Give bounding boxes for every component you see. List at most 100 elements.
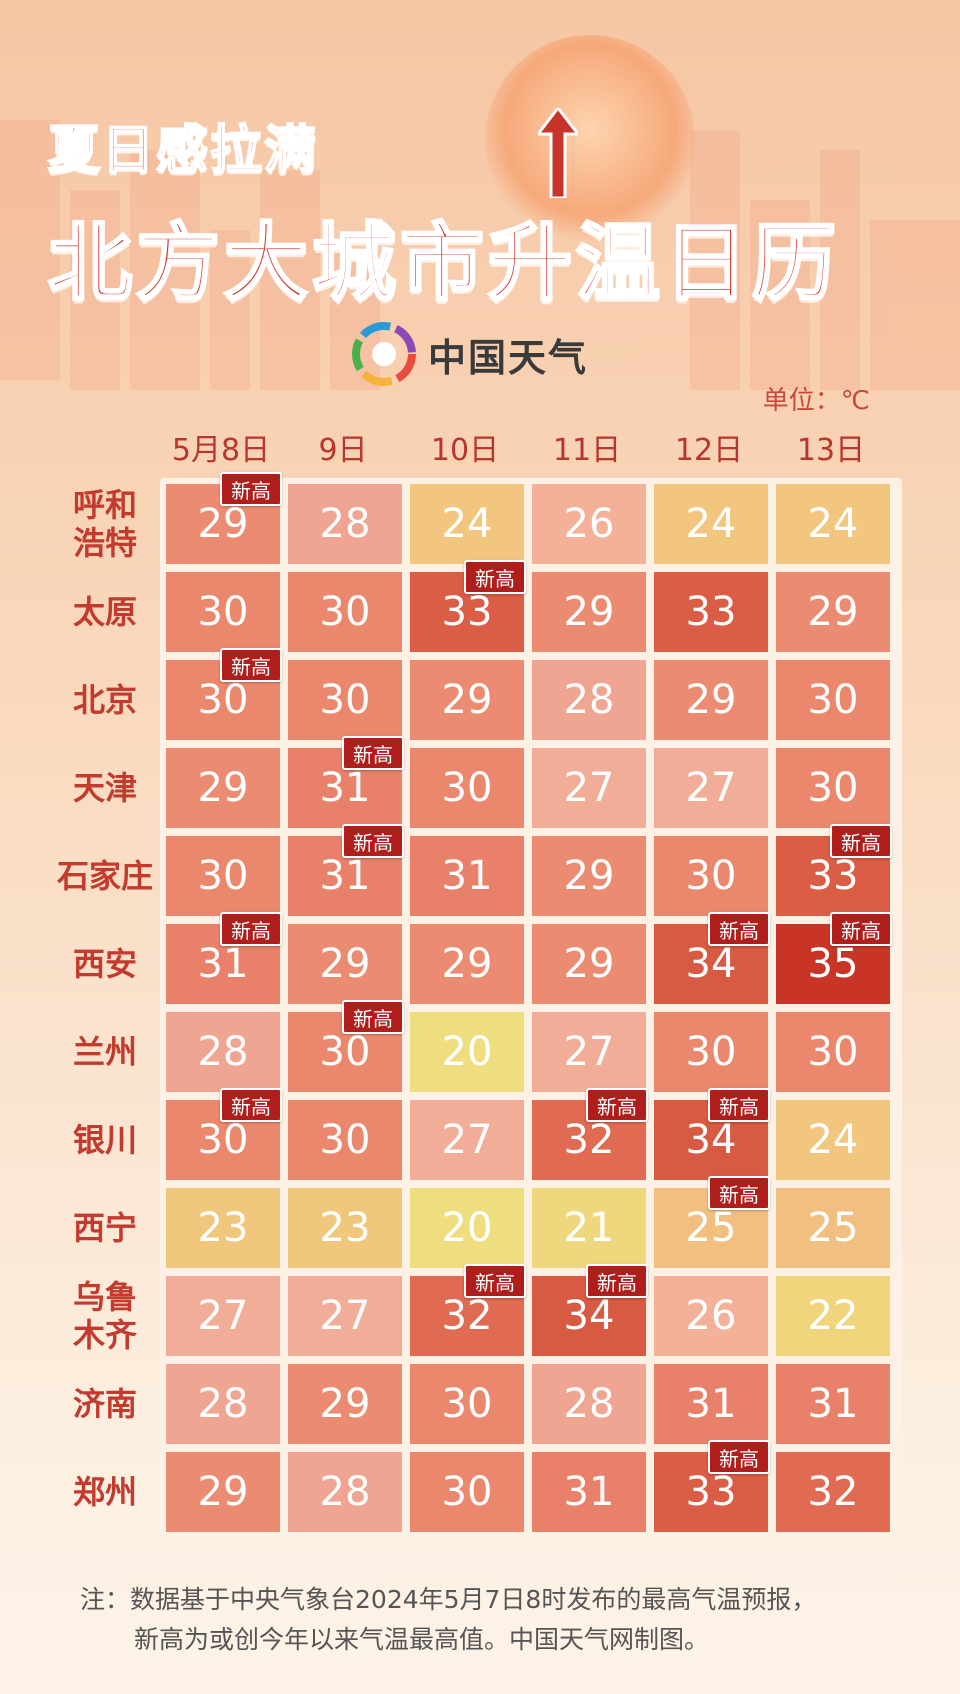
temperature-cell: 29 [532, 836, 646, 916]
new-high-badge: 新高 [220, 1088, 282, 1122]
temperature-value: 27 [319, 1293, 371, 1339]
temperature-cell: 30 [288, 572, 402, 652]
footnote-line: 新高为或创今年以来气温最高值。中国天气网制图。 [134, 1625, 710, 1654]
temperature-value: 30 [441, 1381, 493, 1427]
temperature-cell: 30 [288, 660, 402, 740]
temperature-cell: 30 [288, 1100, 402, 1180]
city-label-line: 木齐 [72, 1316, 137, 1354]
temperature-value: 30 [197, 589, 249, 635]
temperature-value: 33 [685, 589, 737, 635]
temperature-value: 30 [197, 677, 249, 723]
city-label-line: 浩特 [72, 524, 137, 562]
temperature-cell: 30 [776, 748, 890, 828]
temperature-value: 29 [563, 853, 615, 899]
temperature-value: 35 [807, 941, 859, 987]
temperature-cell: 20 [410, 1012, 524, 1092]
temperature-cell: 29 [288, 924, 402, 1004]
temperature-cell: 27 [288, 1276, 402, 1356]
temperature-cell: 30 [166, 572, 280, 652]
new-high-badge: 新高 [830, 912, 892, 946]
china-weather-logo-icon [352, 322, 416, 386]
temperature-cell: 29 [410, 924, 524, 1004]
new-high-badge: 新高 [464, 560, 526, 594]
temperature-cell: 23 [166, 1188, 280, 1268]
temperature-cell: 28 [288, 1452, 402, 1532]
temperature-value: 28 [563, 1381, 615, 1427]
temperature-value: 34 [685, 941, 737, 987]
temperature-cell: 21 [532, 1188, 646, 1268]
temperature-value: 23 [197, 1205, 249, 1251]
temperature-cell: 29 [654, 660, 768, 740]
temperature-value: 31 [319, 853, 371, 899]
city-label: 郑州 [72, 1473, 137, 1511]
temperature-value: 27 [563, 765, 615, 811]
temperature-value: 30 [197, 1117, 249, 1163]
temperature-value: 27 [685, 765, 737, 811]
city-label: 西安 [72, 945, 137, 983]
temperature-cell: 31 [532, 1452, 646, 1532]
new-high-badge: 新高 [708, 1088, 770, 1122]
temperature-value: 33 [685, 1469, 737, 1515]
temperature-cell: 29 [532, 572, 646, 652]
new-high-badge: 新高 [708, 912, 770, 946]
temperature-value: 30 [685, 853, 737, 899]
temperature-value: 26 [563, 501, 615, 547]
temperature-cell: 22 [776, 1276, 890, 1356]
temperature-cell: 24 [410, 484, 524, 564]
temperature-value: 29 [197, 1469, 249, 1515]
temperature-cell: 20 [410, 1188, 524, 1268]
logo-text: 中国天气 [428, 335, 589, 380]
temperature-value: 31 [685, 1381, 737, 1427]
temperature-value: 29 [441, 677, 493, 723]
new-high-badge: 新高 [220, 912, 282, 946]
up-arrow-icon [538, 108, 578, 198]
temperature-cell: 31 [654, 1364, 768, 1444]
city-skyline-background [0, 120, 960, 390]
temperature-value: 26 [685, 1293, 737, 1339]
temperature-value: 29 [319, 941, 371, 987]
temperature-value: 34 [563, 1293, 615, 1339]
date-label: 9日 [318, 433, 368, 468]
temperature-value: 25 [807, 1205, 859, 1251]
temperature-cell: 28 [166, 1012, 280, 1092]
temperature-value: 31 [197, 941, 249, 987]
temperature-value: 30 [441, 1469, 493, 1515]
unit-label: 单位：℃ [762, 386, 870, 416]
temperature-cell: 27 [410, 1100, 524, 1180]
temperature-cell: 32 [776, 1452, 890, 1532]
temperature-value: 27 [441, 1117, 493, 1163]
temperature-cell: 28 [288, 484, 402, 564]
temperature-value: 30 [319, 1029, 371, 1075]
temperature-value: 30 [197, 853, 249, 899]
temperature-cell: 26 [654, 1276, 768, 1356]
temperature-cell: 30 [654, 836, 768, 916]
temperature-value: 28 [197, 1381, 249, 1427]
sun-decoration [485, 35, 695, 245]
temperature-value: 30 [807, 1029, 859, 1075]
temperature-cell: 29 [532, 924, 646, 1004]
footnote-line: 注：数据基于中央气象台2024年5月7日8时发布的最高气温预报， [80, 1585, 817, 1614]
city-label: 乌鲁 木齐 [30, 1278, 180, 1354]
date-header-row: 5月8日 9日 10日 11日 12日 13日 [164, 425, 894, 468]
temperature-value: 33 [441, 589, 493, 635]
temperature-cell: 26 [532, 484, 646, 564]
city-label: 西宁 [72, 1209, 137, 1247]
temperature-value: 25 [685, 1205, 737, 1251]
temperature-value: 30 [441, 765, 493, 811]
temperature-value: 29 [197, 501, 249, 547]
date-label: 12日 [674, 433, 744, 468]
city-label: 太原 [72, 593, 137, 631]
temperature-cell: 23 [288, 1188, 402, 1268]
temperature-value: 30 [807, 765, 859, 811]
new-high-badge: 新高 [830, 824, 892, 858]
temperature-value: 24 [807, 501, 859, 547]
temperature-value: 30 [319, 589, 371, 635]
date-label: 13日 [796, 433, 866, 468]
date-label: 11日 [552, 433, 622, 468]
footnote: 注：数据基于中央气象台2024年5月7日8时发布的最高气温预报， 新高为或创今年… [80, 1580, 816, 1660]
new-high-badge: 新高 [220, 472, 282, 506]
temperature-cell: 31 [410, 836, 524, 916]
city-label-line: 乌鲁 [72, 1278, 137, 1316]
temperature-value: 28 [319, 501, 371, 547]
city-label-line: 呼和 [72, 486, 137, 524]
